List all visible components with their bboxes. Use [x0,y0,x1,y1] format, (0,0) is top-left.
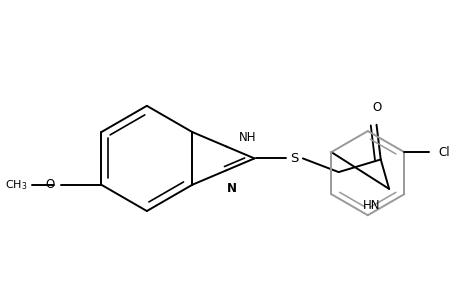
Text: N: N [226,182,236,195]
Text: NH: NH [239,130,256,144]
Text: HN: HN [363,200,380,212]
Text: O: O [45,178,55,191]
Text: CH$_3$: CH$_3$ [5,178,28,192]
Text: Cl: Cl [437,146,448,159]
Text: S: S [290,152,298,165]
Text: O: O [371,101,381,114]
